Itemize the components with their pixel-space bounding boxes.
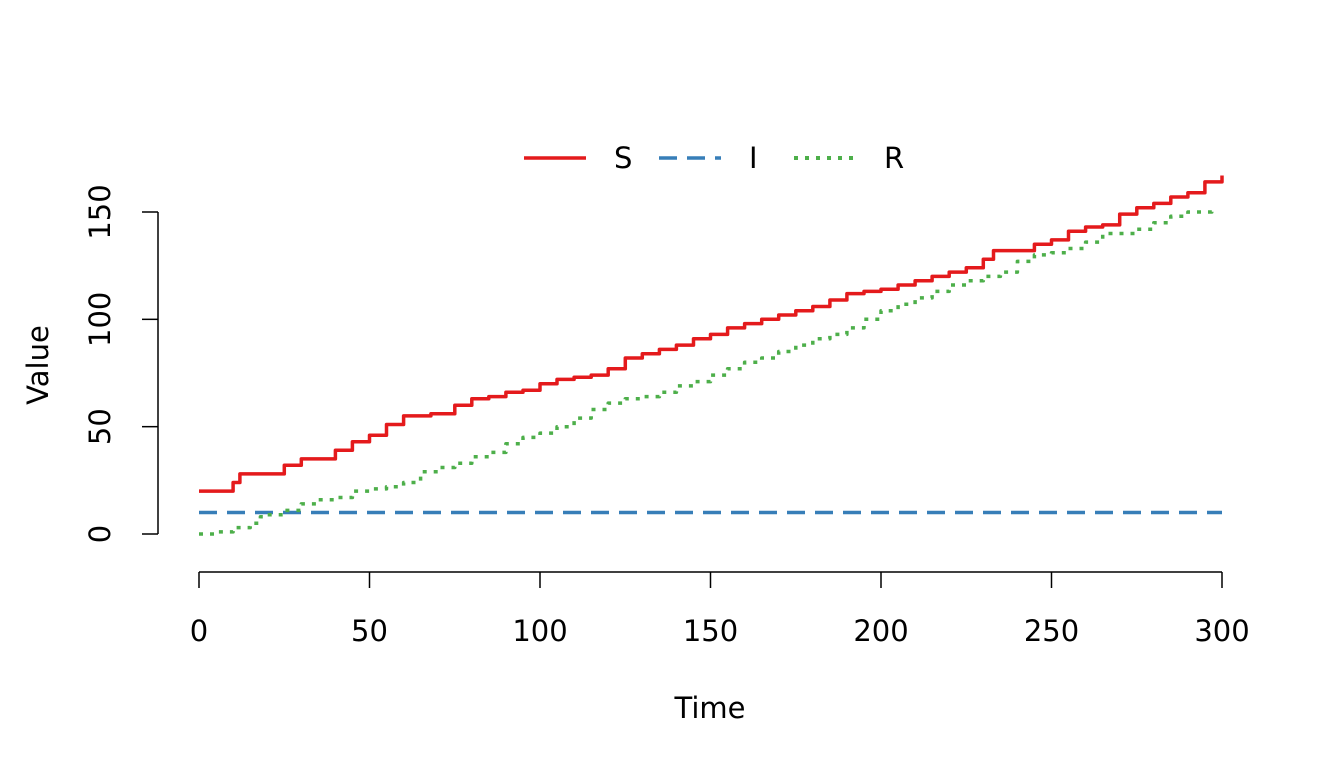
plot-area	[199, 175, 1224, 536]
legend-label-I: I	[749, 141, 758, 175]
y-tick-label: 0	[83, 525, 117, 543]
y-axis: 0 50 100 150	[83, 184, 159, 543]
legend-label-R: R	[884, 141, 904, 175]
series-line-R	[199, 207, 1214, 536]
series-line-S	[199, 175, 1224, 493]
x-tick-label: 300	[1194, 614, 1249, 648]
x-tick-label: 250	[1024, 614, 1079, 648]
y-tick-label: 150	[83, 184, 117, 239]
legend-label-S: S	[614, 141, 632, 175]
y-axis-title: Value	[21, 325, 55, 405]
y-tick-label: 100	[83, 292, 117, 347]
y-tick-label: 50	[83, 408, 117, 445]
x-tick-label: 200	[853, 614, 908, 648]
x-tick-label: 50	[351, 614, 388, 648]
x-tick-label: 0	[190, 614, 208, 648]
x-axis-title: Time	[674, 691, 746, 725]
x-axis: 0 50 100 150 200 250 300	[190, 571, 1250, 648]
x-tick-label: 100	[512, 614, 567, 648]
x-tick-label: 150	[683, 614, 738, 648]
